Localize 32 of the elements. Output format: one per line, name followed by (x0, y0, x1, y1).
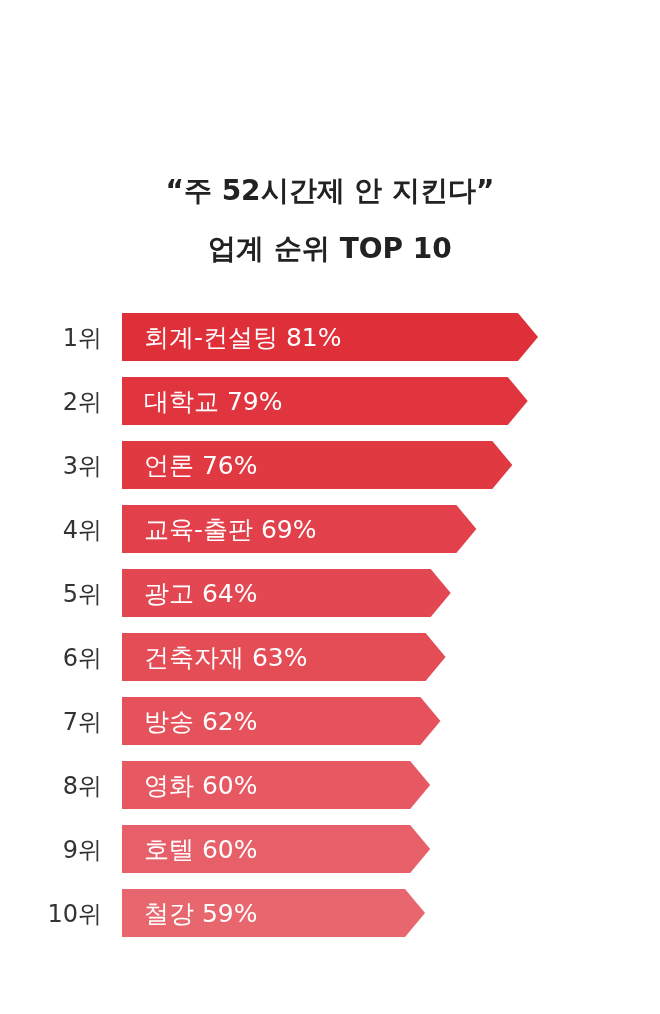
data-label: 건축자재 63% (144, 643, 308, 672)
bar (122, 889, 426, 937)
data-label: 방송 62% (144, 707, 258, 736)
y-tick-label: 1위 (62, 324, 102, 352)
y-tick-label: 10위 (47, 900, 102, 928)
y-tick-label: 6위 (62, 644, 102, 672)
bar (122, 633, 446, 681)
y-tick-label: 2위 (62, 388, 102, 416)
bar (122, 377, 528, 425)
y-tick-label: 3위 (62, 452, 102, 480)
data-label: 철강 59% (144, 899, 258, 928)
bar (122, 569, 451, 617)
bar (122, 441, 513, 489)
data-label: 영화 60% (144, 771, 258, 800)
data-label: 회계-컨설팅 81% (144, 323, 342, 352)
chart-title: “주 52시간제 안 지킨다” (165, 174, 495, 207)
bar (122, 505, 477, 553)
data-label: 광고 64% (144, 579, 258, 608)
y-tick-label: 4위 (62, 516, 102, 544)
y-tick-label: 7위 (62, 708, 102, 736)
chart-subtitle: 업계 순위 TOP 10 (208, 232, 452, 265)
data-label: 교육-출판 69% (144, 515, 317, 544)
bar (122, 825, 431, 873)
data-label: 호텔 60% (144, 835, 258, 864)
bar (122, 761, 431, 809)
bar (122, 697, 441, 745)
y-tick-label: 9위 (62, 836, 102, 864)
y-tick-label: 5위 (62, 580, 102, 608)
bar (122, 313, 538, 361)
data-label: 언론 76% (144, 451, 258, 480)
data-label: 대학교 79% (144, 387, 283, 416)
y-tick-label: 8위 (62, 772, 102, 800)
